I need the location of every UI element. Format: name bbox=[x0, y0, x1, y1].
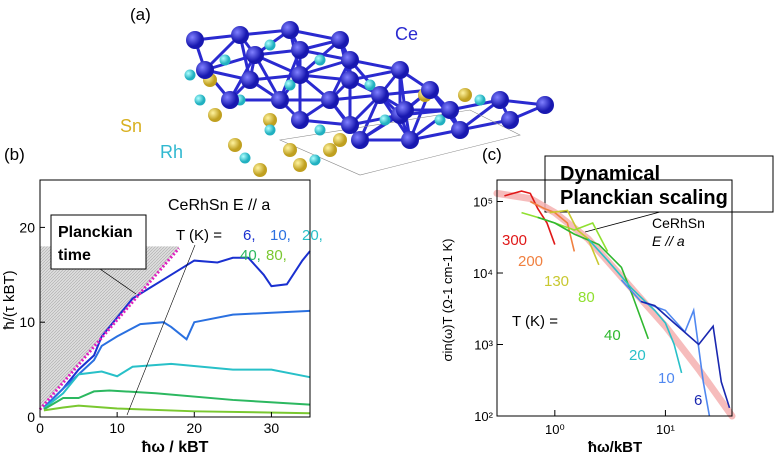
panel-c-label: (c) bbox=[482, 145, 502, 164]
ce-label: Ce bbox=[395, 24, 418, 44]
chart-b: 0 10 20 30 0 10 20 CeRhSn E // a T (K) = 6, 10,… bbox=[1, 179, 323, 456]
series-80K bbox=[521, 211, 609, 252]
label-80K: 80 bbox=[578, 289, 595, 306]
rh-label: Rh bbox=[160, 142, 183, 162]
temperature-arrow bbox=[126, 244, 196, 416]
y-label-c: σin(ω)T (Ω-1 cm-1 K) bbox=[440, 239, 455, 362]
series-80K bbox=[43, 404, 311, 415]
label-200K: 200 bbox=[518, 253, 543, 270]
x-tick-label: 0 bbox=[36, 420, 44, 436]
y-tick-label: 10⁴ bbox=[473, 266, 493, 281]
legend-10K: 10, bbox=[270, 227, 291, 244]
annotation-arrow bbox=[584, 211, 661, 233]
y-label-b: ħ/(τ kBT) bbox=[1, 270, 18, 329]
x-tick-label: 20 bbox=[186, 420, 202, 436]
y-tick-label: 20 bbox=[19, 219, 35, 235]
series-40K bbox=[537, 216, 650, 340]
panel-a-label: (a) bbox=[130, 5, 151, 24]
callout-arrow bbox=[99, 268, 137, 295]
crystal-structure bbox=[184, 21, 554, 177]
chart-c-title-2: E // a bbox=[652, 233, 685, 249]
sn-label: Sn bbox=[120, 116, 142, 136]
y-tick-label: 10 bbox=[19, 314, 35, 330]
x-tick-label: 10⁰ bbox=[545, 422, 565, 437]
chart-c-title-1: CeRhSn bbox=[652, 215, 705, 231]
chart-c: 10⁰ 10¹ 10² 10³ 10⁴ 10⁵ CeRhSn E // a T (K) =… bbox=[440, 179, 736, 456]
label-20K: 20 bbox=[629, 347, 646, 364]
legend-prefix-c: T (K) = bbox=[512, 313, 558, 330]
chart-b-title: CeRhSn E // a bbox=[168, 197, 270, 214]
series-20K bbox=[587, 238, 683, 374]
y-tick-label: 10³ bbox=[474, 338, 493, 353]
callout-line2: time bbox=[58, 247, 91, 264]
annotation-line1: Dynamical bbox=[560, 163, 660, 185]
plot-frame-b bbox=[39, 179, 311, 418]
series-300K bbox=[504, 190, 556, 245]
y-tick-label: 10⁵ bbox=[473, 195, 493, 210]
annotation-box bbox=[544, 155, 774, 213]
legend-40K: 40, bbox=[240, 247, 261, 264]
y-tick-label: 10² bbox=[474, 409, 493, 424]
y-tick-label: 0 bbox=[27, 409, 35, 425]
annotation-line2: Planckian scaling bbox=[560, 187, 728, 209]
x-label-b: ħω / kBT bbox=[142, 439, 209, 456]
series-10K bbox=[43, 309, 311, 409]
panel-b-label: (b) bbox=[4, 145, 25, 164]
x-tick-label: 10 bbox=[109, 420, 125, 436]
legend-prefix-b: T (K) = bbox=[176, 227, 222, 244]
series-40K bbox=[43, 389, 311, 411]
series-20K bbox=[43, 362, 311, 410]
label-40K: 40 bbox=[604, 327, 621, 344]
series-6K bbox=[640, 300, 731, 409]
x-tick-label: 30 bbox=[264, 420, 280, 436]
planckian-line bbox=[38, 247, 180, 411]
callout-line1: Planckian bbox=[58, 224, 133, 241]
legend-6K: 6, bbox=[243, 227, 256, 244]
series-130K bbox=[549, 209, 600, 266]
legend-20K: 20, bbox=[302, 227, 323, 244]
label-10K: 10 bbox=[658, 370, 675, 387]
label-130K: 130 bbox=[544, 273, 569, 290]
plot-frame-c bbox=[496, 179, 733, 417]
x-label-c: ħω/kBT bbox=[588, 439, 642, 456]
label-300K: 300 bbox=[502, 232, 527, 249]
planckian-callout-box bbox=[50, 214, 147, 270]
label-6K: 6 bbox=[694, 392, 702, 409]
series-6K bbox=[43, 250, 311, 409]
legend-80K: 80, bbox=[266, 247, 287, 264]
x-tick-label: 10¹ bbox=[656, 422, 675, 437]
